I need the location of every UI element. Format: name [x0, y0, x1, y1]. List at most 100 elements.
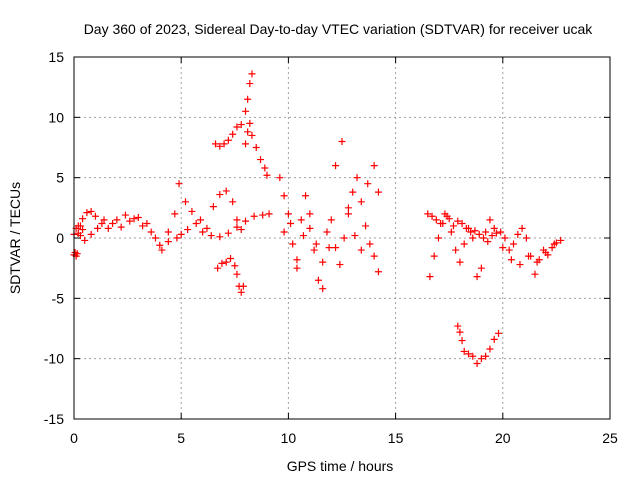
series-ucak-i [426, 212, 558, 281]
data-point [454, 217, 462, 225]
data-point [456, 258, 464, 266]
data-point [244, 95, 252, 103]
data-point [370, 252, 378, 260]
data-point [237, 121, 245, 129]
data-point [374, 188, 382, 196]
data-point [177, 230, 185, 238]
data-point [246, 80, 254, 88]
data-point [426, 273, 434, 281]
series-ucak-f [276, 174, 382, 293]
data-point [507, 256, 515, 264]
series-ucak-e [212, 70, 256, 150]
data-point [557, 236, 565, 244]
data-point [196, 216, 204, 224]
data-point [456, 328, 464, 336]
data-point [449, 222, 457, 230]
data-point [344, 204, 352, 212]
data-point [117, 223, 125, 231]
data-point [94, 224, 102, 232]
data-point [458, 220, 466, 228]
data-point [218, 259, 226, 267]
data-point [203, 224, 211, 232]
data-point [486, 216, 494, 224]
data-point [121, 211, 129, 219]
data-point [319, 258, 327, 266]
data-point [428, 212, 436, 220]
data-point [370, 162, 378, 170]
series-ucak-b [72, 180, 245, 254]
y-tick-label: 10 [48, 109, 64, 125]
series-ucak-d [214, 119, 271, 296]
data-point [497, 228, 505, 236]
y-axis-label: SDTVAR / TECUs [7, 182, 23, 294]
data-point [79, 226, 87, 234]
data-point [432, 216, 440, 224]
data-point [486, 345, 494, 353]
data-point [276, 174, 284, 182]
data-point [505, 246, 513, 254]
data-point [314, 276, 322, 284]
data-point [130, 215, 138, 223]
data-point [81, 236, 89, 244]
data-point [454, 322, 462, 330]
data-point [434, 234, 442, 242]
data-point [231, 262, 239, 270]
data-point [248, 70, 256, 78]
data-point [216, 191, 224, 199]
data-point [104, 224, 112, 232]
data-point [139, 222, 147, 230]
data-point [252, 144, 260, 151]
data-point [488, 232, 496, 240]
data-point [302, 192, 310, 200]
data-point [79, 215, 87, 223]
data-point [424, 210, 432, 218]
data-point [151, 234, 159, 242]
data-point [216, 233, 224, 241]
x-tick-label: 5 [177, 430, 185, 446]
data-point [222, 258, 230, 266]
data-point [126, 217, 134, 225]
data-point [349, 188, 357, 196]
series-ucak-a [70, 207, 273, 249]
data-point [475, 230, 483, 238]
data-point [550, 240, 558, 248]
data-point [374, 268, 382, 276]
data-point [74, 229, 82, 237]
data-point [209, 203, 217, 211]
data-point [464, 224, 472, 232]
data-point [237, 226, 245, 234]
data-point [87, 207, 95, 215]
data-point [319, 285, 327, 293]
x-tick-label: 15 [388, 430, 404, 446]
data-point [522, 234, 530, 242]
x-tick-label: 25 [602, 430, 618, 446]
data-point [542, 248, 550, 256]
data-point [158, 246, 166, 254]
data-point [353, 174, 361, 182]
data-point [312, 240, 320, 248]
data-point [533, 258, 541, 266]
data-point [460, 347, 468, 355]
data-point [222, 187, 230, 195]
data-point [430, 252, 438, 260]
data-point [469, 234, 477, 242]
data-point [327, 216, 335, 224]
data-point [447, 228, 455, 236]
data-point [548, 244, 556, 252]
data-point [233, 216, 241, 224]
data-point [495, 329, 503, 337]
data-point [467, 228, 475, 236]
data-point [490, 335, 498, 343]
data-point [242, 107, 250, 115]
axis-ticks [73, 56, 611, 420]
data-point [248, 131, 256, 139]
y-tick-label: 15 [48, 49, 64, 65]
data-point [259, 211, 267, 219]
data-point [242, 217, 250, 225]
data-point [100, 216, 108, 224]
data-point [284, 210, 292, 218]
data-point [227, 255, 235, 263]
data-point [366, 240, 374, 248]
data-point [482, 228, 490, 236]
data-point [510, 240, 518, 248]
